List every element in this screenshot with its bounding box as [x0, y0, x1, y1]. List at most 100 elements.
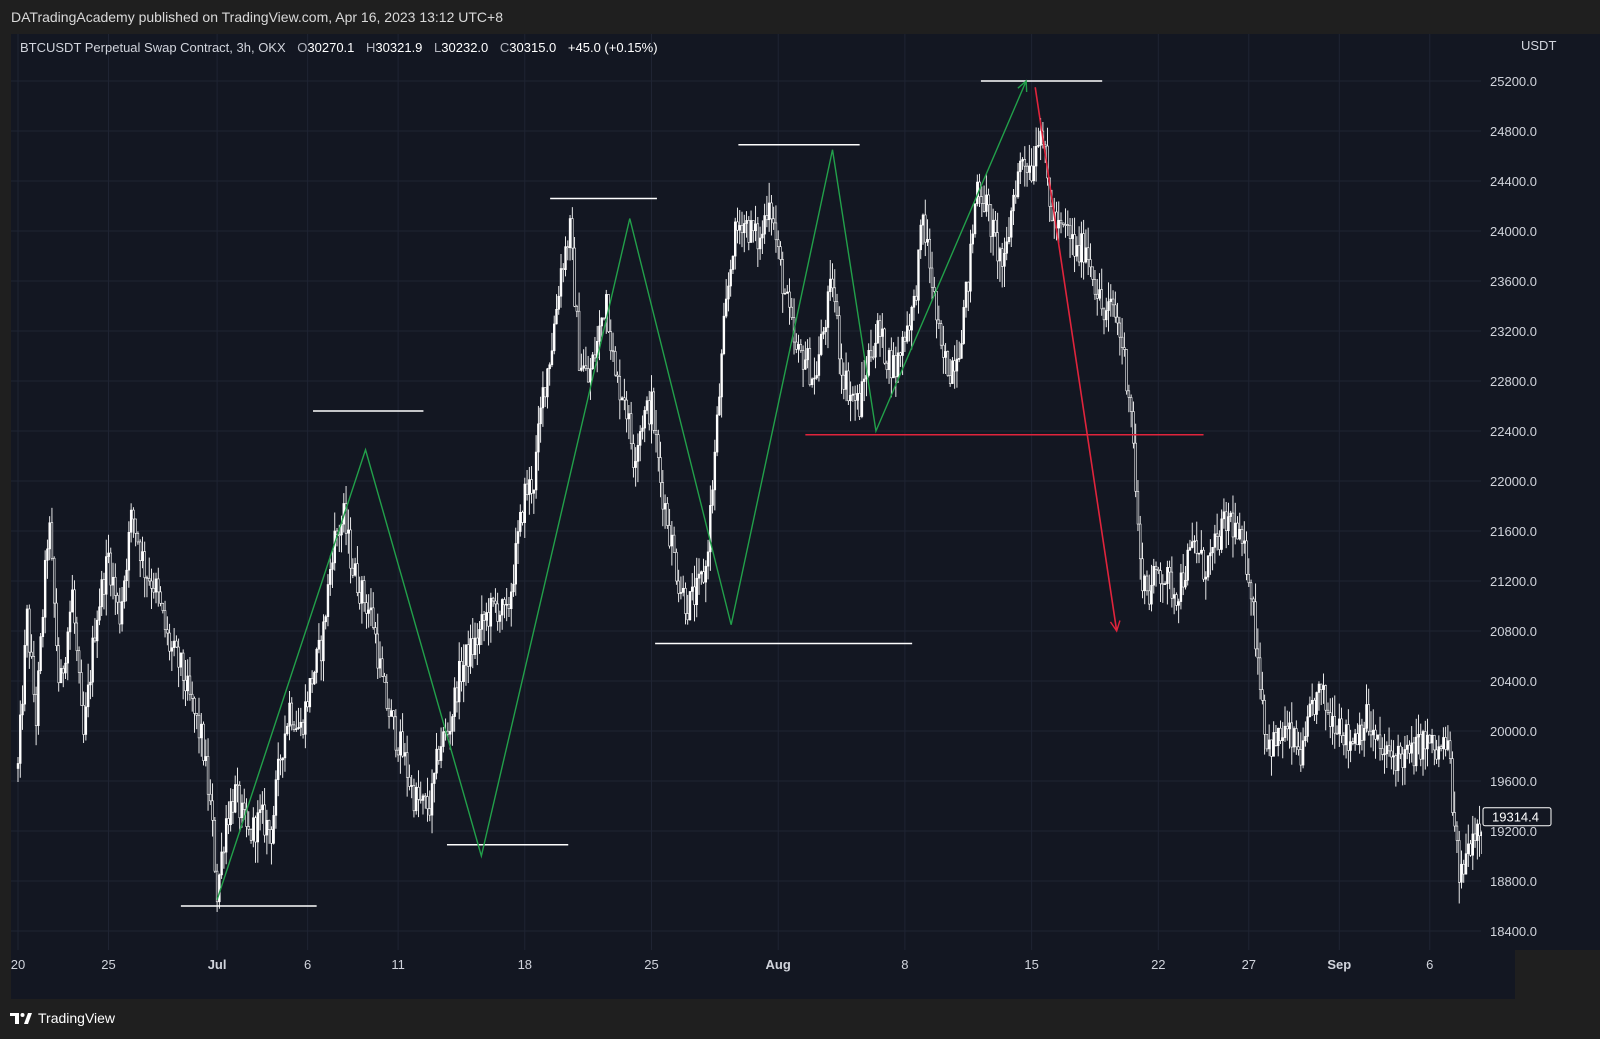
candle-body — [571, 218, 574, 249]
price-tick-label: 23600.0 — [1490, 274, 1537, 289]
candle-body — [824, 327, 827, 333]
candle-body — [247, 826, 250, 830]
candle-body — [919, 224, 922, 251]
candle-body — [1349, 741, 1352, 751]
price-tick-label: 18800.0 — [1490, 874, 1537, 889]
candle-body — [256, 812, 260, 843]
candle-body — [1263, 700, 1266, 735]
candle-body — [623, 397, 626, 401]
candle-body — [894, 355, 898, 378]
candle-body — [808, 348, 812, 385]
candle-body — [480, 614, 484, 630]
candle-body — [252, 817, 255, 841]
candle-body — [1179, 572, 1183, 602]
candle-body — [896, 352, 900, 378]
candle-body — [1322, 685, 1325, 690]
candle-body — [514, 543, 517, 585]
candle-body — [172, 640, 176, 649]
candle-body — [315, 648, 318, 673]
candle-body — [1292, 728, 1296, 748]
candle-body — [758, 237, 762, 250]
last-price-box — [1482, 807, 1552, 827]
candle-body — [627, 413, 631, 420]
candle-body — [1098, 289, 1101, 299]
green-arrowhead — [1017, 79, 1028, 93]
candle-body — [32, 656, 36, 695]
candle-body — [752, 220, 755, 232]
candle-body — [550, 350, 554, 366]
price-tick-label: 21600.0 — [1490, 524, 1537, 539]
candle-body — [734, 221, 737, 257]
symbol-title[interactable]: BTCUSDT Perpetual Swap Contract, 3h, OKX — [20, 40, 286, 55]
candle-body — [263, 804, 266, 836]
green-zigzag-path — [216, 80, 1027, 900]
candle-body — [344, 503, 348, 534]
symbol-legend: BTCUSDT Perpetual Swap Contract, 3h, OKX… — [20, 40, 658, 55]
candle-body — [795, 341, 798, 350]
candle-body — [1111, 298, 1115, 306]
candle-body — [75, 622, 79, 651]
candle-body — [749, 220, 753, 243]
candle-body — [274, 779, 278, 816]
candle-body — [166, 629, 169, 634]
candle-body — [329, 569, 332, 585]
candle-body — [494, 600, 497, 605]
candle-body — [625, 399, 628, 420]
candle-body — [648, 400, 651, 425]
candle-body — [195, 713, 198, 716]
candle-body — [1206, 555, 1210, 578]
candle-body — [1211, 547, 1214, 554]
candle-body — [1123, 347, 1126, 350]
tradingview-logo[interactable]: TradingView — [10, 1010, 115, 1026]
candle-body — [64, 662, 67, 674]
candle-body — [638, 431, 642, 446]
candle-body — [319, 639, 323, 662]
candle-body — [745, 220, 748, 224]
candle-body — [847, 370, 850, 402]
candle-body — [503, 599, 506, 605]
candle-body — [1258, 657, 1262, 690]
candle-body — [365, 602, 368, 614]
candle-body — [86, 684, 90, 708]
candle-body — [1249, 582, 1253, 600]
candle-body — [844, 370, 848, 390]
candle-body — [1150, 584, 1153, 605]
candle-body — [1417, 734, 1420, 738]
candle-body — [1419, 734, 1422, 760]
candle-body — [1016, 171, 1020, 198]
candle-body — [878, 320, 882, 337]
candle-body — [724, 298, 728, 317]
candle-body — [1186, 549, 1189, 581]
candle-body — [856, 393, 859, 401]
candle-body — [265, 820, 269, 836]
chart-area[interactable] — [11, 34, 1515, 999]
candle-body — [326, 584, 330, 617]
time-tick-label: Aug — [766, 957, 791, 972]
candle-body — [505, 604, 508, 606]
candle-body — [905, 325, 909, 342]
time-tick-label: 22 — [1151, 957, 1165, 972]
tradingview-brand: TradingView — [38, 1010, 116, 1026]
candle-body — [383, 675, 386, 683]
candle-body — [229, 801, 232, 826]
candle-body — [1272, 732, 1275, 757]
candle-body — [747, 220, 750, 243]
candle-body — [91, 637, 94, 683]
candle-body — [1410, 742, 1413, 754]
candle-body — [392, 710, 395, 718]
candle-body — [817, 354, 821, 376]
candle-body — [290, 702, 293, 726]
candle-body — [1288, 722, 1291, 730]
candle-body — [1034, 146, 1038, 167]
candle-body — [1071, 234, 1074, 239]
candle-body — [433, 772, 436, 784]
candle-body — [634, 461, 637, 468]
change-value: +45.0 (+0.15%) — [567, 40, 658, 55]
candle-body — [555, 309, 558, 325]
candle-body — [1220, 518, 1223, 550]
candle-body — [1376, 734, 1379, 740]
candle-body — [858, 393, 861, 417]
candle-body — [430, 783, 434, 816]
candle-body — [532, 489, 536, 494]
